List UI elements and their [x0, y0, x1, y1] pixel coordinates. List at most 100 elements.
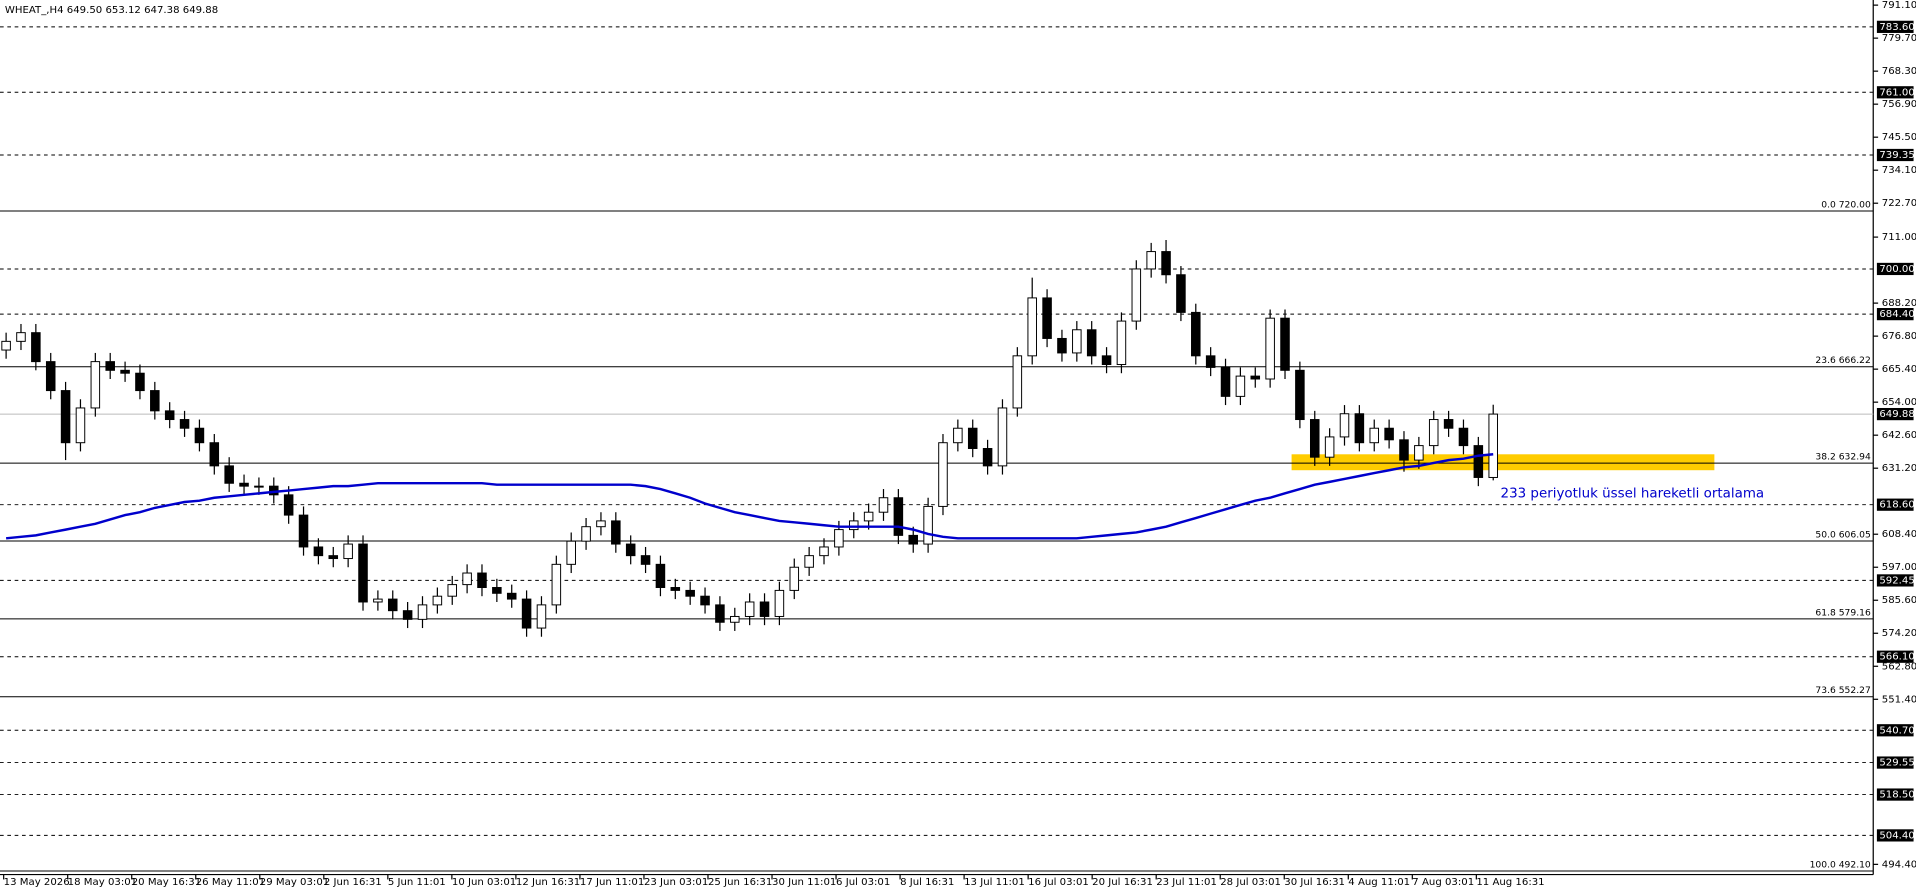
candle-body [625, 543, 636, 557]
candle-body [387, 598, 398, 612]
level-label-box [1876, 86, 1914, 99]
candle-body [893, 497, 904, 536]
candle-body [878, 497, 889, 513]
candle-body [744, 601, 755, 617]
level-label-box [1876, 498, 1914, 511]
candle-body [209, 442, 220, 467]
candle-body [1, 340, 11, 351]
x-tick-label: 23 Jul 11:01 [1156, 877, 1217, 888]
level-label-box [1876, 650, 1914, 663]
level-label-box [1876, 148, 1914, 162]
y-tick-label: 756.90 [1882, 99, 1916, 110]
candle-body [1309, 419, 1320, 458]
x-tick-label: 10 Jun 03:01 [452, 877, 516, 888]
fib-label: 50.0 606.05 [1815, 529, 1871, 540]
candle-body [938, 442, 948, 507]
candle-body [997, 407, 1008, 467]
x-tick-label: 13 Jul 11:01 [964, 877, 1025, 888]
candle-body [1012, 355, 1023, 409]
candle-body [1414, 445, 1424, 461]
candle-body [492, 587, 502, 594]
candle-body [759, 601, 770, 617]
level-label: 592.45 [1879, 575, 1914, 586]
candle-body [283, 494, 294, 516]
candle-body [1116, 320, 1127, 366]
candle-body [1101, 355, 1112, 366]
level-label: 504.40 [1879, 830, 1914, 841]
fib-label: 23.6 666.22 [1815, 355, 1870, 366]
candle-body [551, 563, 562, 606]
candle-body [75, 407, 86, 444]
candle-body [611, 520, 621, 545]
candle-body [298, 514, 309, 548]
candle-body [1235, 375, 1246, 397]
candle-body [1161, 251, 1171, 276]
y-tick-label: 665.40 [1882, 364, 1916, 375]
candle-body [45, 361, 56, 392]
y-tick-label: 734.10 [1882, 165, 1916, 176]
y-tick-label: 642.60 [1882, 430, 1916, 441]
candle-body [313, 546, 324, 557]
fib-label: 73.6 552.27 [1815, 685, 1871, 696]
candle-body [1399, 439, 1409, 461]
x-tick-label: 26 May 11:01 [196, 877, 265, 888]
level-label-box [1876, 724, 1914, 737]
x-tick-label: 23 Jun 03:01 [644, 877, 708, 888]
candle-body [16, 332, 26, 342]
current-price-label: 649.88 [1879, 409, 1914, 420]
x-tick-label: 12 Jun 16:31 [516, 877, 580, 888]
candle-body [521, 598, 532, 629]
candle-body [254, 485, 264, 488]
y-tick-label: 745.50 [1882, 132, 1916, 143]
candle-body [804, 555, 814, 568]
level-label-box [1876, 788, 1914, 801]
candle-body [179, 419, 190, 429]
x-tick-label: 11 Aug 16:31 [1476, 877, 1544, 888]
x-tick-label: 30 Jul 16:31 [1284, 877, 1345, 888]
level-label-box [1876, 829, 1914, 842]
level-label: 540.70 [1879, 725, 1914, 736]
level-label: 529.55 [1879, 758, 1914, 769]
x-tick-label: 2 Jun 16:31 [324, 877, 382, 888]
candle-body [1384, 427, 1394, 441]
level-label-box [1876, 308, 1914, 321]
candle-body [1265, 317, 1275, 380]
y-tick-label: 631.20 [1882, 463, 1916, 474]
candle-body [1443, 419, 1454, 429]
level-label: 761.00 [1879, 87, 1914, 98]
x-tick-label: 5 Jun 11:01 [388, 877, 446, 888]
candle-body [31, 332, 41, 363]
candle-body [1354, 413, 1365, 444]
candle-body [715, 604, 725, 623]
candle-body [1458, 427, 1469, 447]
candle-body [105, 361, 115, 371]
chart-title: WHEAT_,H4 649.50 653.12 647.38 649.88 [5, 5, 218, 16]
level-label: 684.40 [1879, 309, 1914, 320]
fib-label: 0.0 720.00 [1821, 199, 1871, 210]
y-tick-label: 574.20 [1882, 628, 1916, 639]
candle-body [1176, 274, 1186, 313]
candle-body [1205, 355, 1216, 368]
y-tick-label: 791.10 [1882, 0, 1916, 11]
candle-body [1220, 366, 1231, 397]
x-tick-label: 8 Jul 16:31 [900, 877, 954, 888]
level-label: 700.00 [1879, 264, 1914, 275]
candle-body [1339, 413, 1350, 438]
candle-body [328, 555, 339, 560]
candle-body [1250, 375, 1261, 380]
candle-body [566, 540, 576, 565]
level-label: 739.35 [1879, 150, 1914, 161]
candle-body [774, 589, 785, 617]
candle-body [1042, 297, 1052, 339]
x-tick-label: 25 Jun 16:31 [708, 877, 772, 888]
y-tick-label: 608.40 [1882, 529, 1916, 540]
candle-body [730, 615, 740, 623]
level-label-box [1876, 20, 1914, 33]
x-tick-label: 29 May 03:01 [260, 877, 329, 888]
candle-body [640, 555, 651, 565]
x-tick-label: 28 Jul 03:01 [1220, 877, 1281, 888]
candle-body [135, 372, 145, 392]
candle-body [239, 482, 249, 487]
support-zone [1291, 454, 1715, 471]
